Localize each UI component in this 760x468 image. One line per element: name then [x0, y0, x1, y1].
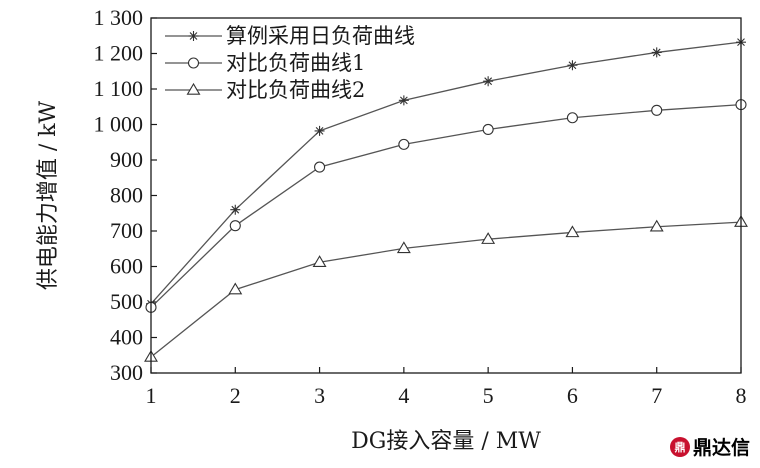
legend-marker: [188, 31, 199, 41]
legend-entry: 算例采用日负荷曲线: [165, 24, 415, 48]
x-tick-label: 4: [398, 383, 409, 408]
x-tick-label: 1: [146, 383, 157, 408]
data-point: [398, 95, 409, 106]
data-point: [649, 219, 664, 232]
series-line: [150, 221, 742, 358]
legend-label: 对比负荷曲线2: [226, 78, 365, 102]
legend-entry: 对比负荷曲线2: [165, 78, 365, 102]
y-tick-label: 1 300: [94, 5, 144, 30]
series-2: [145, 99, 747, 313]
data-point: [566, 112, 578, 124]
x-axis-title: DG接入容量 / MW: [351, 429, 541, 454]
legend-label: 算例采用日负荷曲线: [226, 24, 415, 48]
x-tick-label: 3: [314, 383, 325, 408]
y-tick-label: 1 200: [94, 41, 144, 66]
x-tick-label: 2: [230, 383, 241, 408]
y-axis-ticks: 300 400 500 600 700 800 900 1 000 1 100 1 200 1 30…: [94, 5, 157, 385]
y-tick-label: 900: [110, 147, 143, 172]
data-point: [483, 76, 494, 87]
legend-marker: [186, 82, 201, 95]
data-point: [481, 232, 496, 244]
series-line: [150, 41, 742, 305]
plot-area-frame: [150, 17, 742, 374]
data-point: [651, 47, 662, 58]
y-tick-label: 800: [110, 183, 143, 208]
x-tick-label: 7: [651, 383, 662, 408]
data-point: [312, 255, 327, 267]
series-3: [144, 215, 748, 362]
watermark-logo-icon: 鼎: [669, 436, 690, 457]
data-point: [314, 161, 326, 173]
y-axis-title: 供电能力增值 / kW: [36, 100, 61, 290]
data-point: [482, 123, 494, 136]
data-point: [230, 204, 241, 215]
y-tick-label: 700: [110, 218, 143, 243]
data-point: [567, 60, 578, 71]
y-tick-label: 1 100: [94, 76, 144, 101]
data-point: [565, 225, 580, 238]
legend-entry: 对比负荷曲线1: [165, 51, 365, 75]
watermark: 鼎 鼎达信: [669, 433, 750, 460]
y-tick-label: 600: [110, 254, 143, 279]
y-tick-label: 1 000: [94, 112, 144, 137]
data-point: [314, 125, 325, 136]
y-tick-label: 500: [110, 289, 143, 314]
data-point: [396, 241, 411, 254]
x-tick-label: 8: [736, 383, 747, 408]
x-tick-label: 6: [567, 383, 578, 408]
data-point: [229, 220, 241, 232]
watermark-text: 鼎达信: [692, 437, 750, 459]
series-line: [150, 103, 742, 308]
data-point: [228, 282, 243, 295]
y-tick-label: 400: [110, 325, 143, 350]
legend-marker: [187, 57, 200, 69]
legend-label: 对比负荷曲线1: [226, 51, 365, 75]
x-axis-ticks: 1 2 3 4 5 6 7 8: [146, 367, 747, 408]
x-tick-label: 5: [483, 383, 494, 408]
data-point: [651, 104, 663, 116]
data-point: [398, 138, 410, 150]
y-tick-label: 300: [110, 360, 143, 385]
